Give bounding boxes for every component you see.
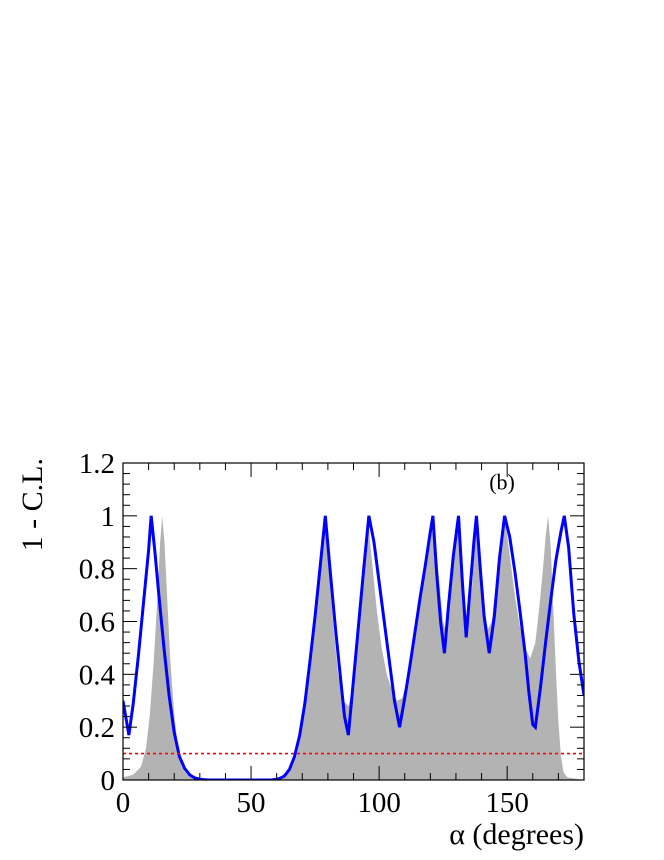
y-tick-label: 0.6 (79, 607, 115, 639)
y-tick-label: 0 (101, 765, 116, 797)
axis-ticks (122, 462, 585, 781)
panel-label: (b) (489, 469, 515, 494)
plot-area (123, 515, 584, 780)
axis-tick-labels: 0 50 100 150 0 0.2 0.4 0.6 0.8 1 1.2 (79, 448, 529, 819)
y-tick-label: 0.8 (79, 554, 115, 586)
y-tick-label: 1 (101, 501, 116, 533)
filled-distribution-area (123, 515, 584, 780)
x-axis-label: α (degrees) (449, 818, 584, 851)
y-tick-label: 0.4 (79, 659, 116, 691)
y-axis-label: 1 - C.L. (16, 458, 49, 551)
x-tick-label: 50 (237, 787, 266, 819)
x-tick-label: 150 (485, 787, 529, 819)
y-tick-label: 1.2 (79, 448, 115, 480)
y-tick-label: 0.2 (79, 712, 115, 744)
x-tick-label: 100 (357, 787, 401, 819)
x-tick-label: 0 (116, 787, 131, 819)
cl-curve-line (123, 515, 584, 780)
